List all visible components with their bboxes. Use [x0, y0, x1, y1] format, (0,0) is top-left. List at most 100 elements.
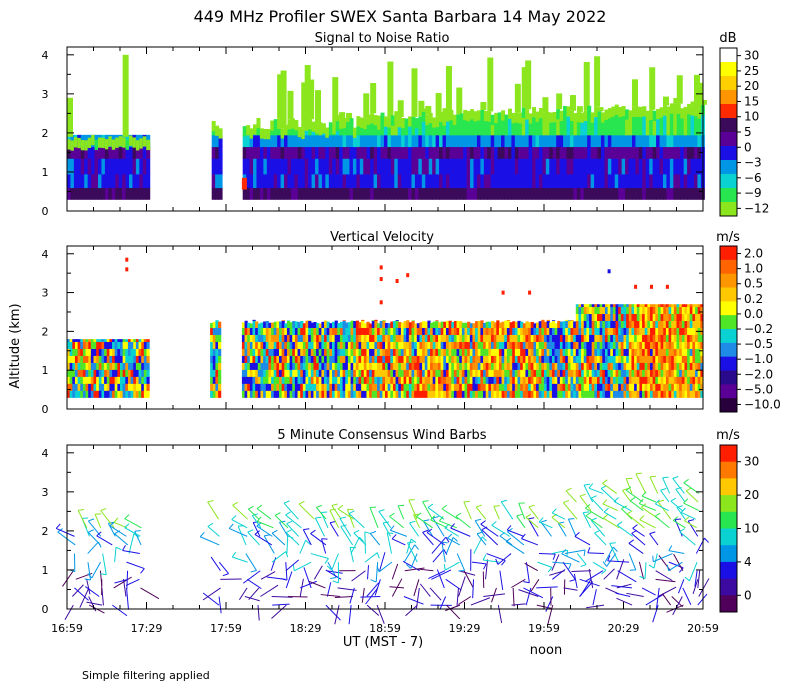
- velocity-cell: [483, 341, 487, 349]
- velocity-cell: [506, 376, 511, 384]
- velocity-cell: [300, 376, 304, 384]
- snr-cell: [518, 146, 523, 159]
- snr-cell: [439, 173, 444, 189]
- colorbar-label: 0.5: [744, 277, 763, 291]
- velocity-cell: [684, 369, 688, 377]
- snr-cell: [301, 187, 306, 200]
- velocity-cell: [265, 334, 269, 342]
- velocity-cell: [271, 348, 275, 356]
- snr-cell: [442, 115, 447, 126]
- wind-barb-flag: [207, 500, 214, 503]
- snr-cell: [387, 187, 392, 200]
- colorbar-label: −0.2: [744, 322, 773, 336]
- snr-cell: [439, 111, 444, 123]
- velocity-cell: [377, 323, 381, 328]
- velocity-cell: [647, 313, 651, 322]
- velocity-axes: [66, 245, 704, 410]
- snr-cell: [494, 134, 499, 148]
- wind-barb: [287, 596, 308, 598]
- velocity-cell: [82, 390, 87, 398]
- velocity-cell: [109, 355, 113, 363]
- velocity-cell: [215, 362, 219, 370]
- snr-cell: [594, 146, 599, 159]
- velocity-cell: [589, 383, 593, 391]
- velocity-cell: [358, 390, 362, 398]
- velocity-cell: [567, 348, 572, 356]
- wind-barb-flag: [506, 525, 512, 531]
- velocity-cell: [377, 383, 381, 391]
- velocity-cell: [578, 362, 582, 370]
- snr-cell: [146, 139, 151, 151]
- snr-cell: [273, 134, 278, 148]
- snr-cell: [73, 146, 78, 159]
- velocity-cell: [491, 369, 495, 377]
- wind-barb: [376, 604, 385, 624]
- wind-barb: [283, 502, 299, 520]
- velocity-cell: [363, 369, 367, 377]
- velocity-cell: [549, 376, 553, 384]
- velocity-cell: [604, 376, 609, 384]
- velocity-cell: [390, 362, 394, 370]
- snr-cell: [435, 173, 440, 189]
- wind-barb: [485, 559, 489, 580]
- snr-cell: [642, 134, 647, 148]
- velocity-cell: [85, 355, 89, 363]
- snr-cell: [418, 158, 423, 175]
- velocity-cell: [647, 304, 651, 308]
- snr-cell: [452, 187, 457, 200]
- velocity-cell: [440, 383, 444, 391]
- wind-barb: [587, 552, 604, 555]
- snr-cell: [332, 133, 337, 136]
- snr-cell: [521, 158, 526, 175]
- velocity-cell: [660, 348, 664, 356]
- velocity-cell: [665, 304, 670, 308]
- snr-cell: [576, 187, 581, 200]
- velocity-cell: [570, 355, 574, 363]
- velocity-cell: [485, 390, 489, 398]
- wind-barb: [652, 604, 659, 623]
- velocity-cell: [612, 320, 617, 328]
- snr-cell: [111, 158, 116, 175]
- velocity-cell: [321, 369, 325, 377]
- snr-cell: [253, 187, 258, 200]
- velocity-cell: [369, 348, 373, 356]
- snr-cell: [607, 187, 612, 200]
- snr-cell: [652, 146, 657, 159]
- snr-cell: [666, 173, 671, 189]
- wind-barb-flag: [683, 478, 689, 484]
- wind-barb: [112, 604, 128, 617]
- velocity-cell: [575, 304, 579, 308]
- velocity-cell: [528, 369, 532, 377]
- velocity-cell: [284, 334, 288, 342]
- snr-cell: [129, 158, 134, 175]
- velocity-cell: [350, 334, 354, 342]
- snr-cell: [435, 158, 440, 175]
- snr-cell: [563, 106, 568, 117]
- velocity-cell: [398, 355, 402, 363]
- wind-barb-flag: [569, 579, 576, 582]
- snr-cell: [470, 146, 475, 159]
- velocity-cell: [300, 383, 304, 391]
- wind-barb-flag: [389, 512, 395, 517]
- velocity-cell: [538, 341, 542, 349]
- wind-barb: [77, 510, 88, 529]
- wind-barb: [585, 515, 603, 529]
- velocity-cell: [689, 341, 693, 349]
- velocity-cell: [297, 383, 301, 391]
- wind-barb-flag: [680, 507, 686, 513]
- velocity-cell: [546, 376, 550, 384]
- velocity-cell: [408, 369, 413, 377]
- snr-cell: [432, 187, 437, 200]
- velocity-cell: [80, 369, 84, 377]
- velocity-cell: [77, 383, 81, 391]
- wind-barb-flag: [416, 512, 422, 517]
- velocity-cell: [498, 369, 503, 377]
- velocity-cell: [347, 327, 352, 335]
- velocity-cell: [337, 390, 341, 398]
- velocity-cell: [491, 341, 495, 349]
- velocity-cell: [361, 334, 365, 342]
- velocity-cell: [586, 327, 590, 335]
- velocity-cell: [215, 341, 219, 349]
- velocity-cell: [695, 334, 699, 342]
- velocity-cell: [618, 306, 622, 315]
